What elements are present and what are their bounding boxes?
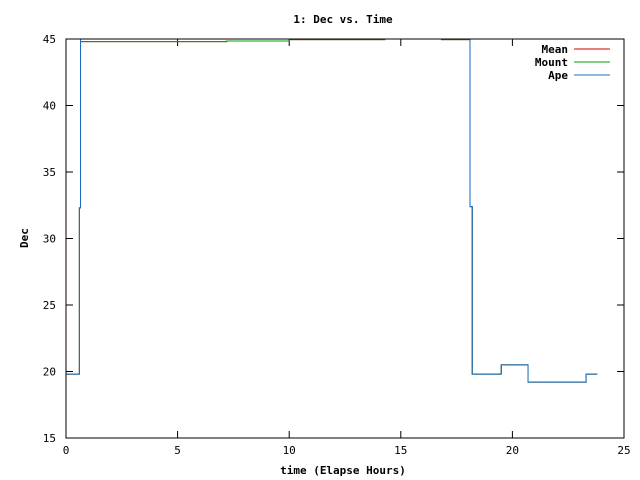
y-tick-label: 40 (43, 100, 56, 113)
series-line-mean (66, 39, 386, 375)
y-tick-label: 45 (43, 33, 56, 46)
series-mean (66, 39, 598, 383)
x-tick-label: 25 (617, 444, 630, 457)
y-tick-label: 15 (43, 432, 56, 445)
series-line-mean (440, 39, 598, 383)
axis-ticks: 0 5 10 15 20 25 15 20 25 30 35 40 45 (43, 33, 631, 457)
legend-label-ape: Ape (548, 69, 568, 82)
legend-label-mean: Mean (542, 43, 569, 56)
x-tick-label: 0 (63, 444, 70, 457)
y-tick-label: 30 (43, 233, 56, 246)
series-ape (66, 38, 598, 383)
y-tick-label: 35 (43, 166, 56, 179)
x-tick-label: 10 (283, 444, 296, 457)
x-axis-label: time (Elapse Hours) (280, 464, 406, 477)
x-tick-label: 5 (174, 444, 181, 457)
plot-frame (65, 38, 625, 439)
x-tick-label: 20 (506, 444, 519, 457)
series-line-mount (440, 39, 598, 383)
chart-title: 1: Dec vs. Time (293, 13, 393, 26)
y-tick-label: 20 (43, 366, 56, 379)
legend-label-mount: Mount (535, 56, 568, 69)
y-axis-label: Dec (18, 228, 31, 248)
series-line-mount (66, 39, 386, 375)
series-line-ape (66, 38, 598, 383)
series-mount (66, 39, 598, 383)
x-tick-label: 15 (394, 444, 407, 457)
plot-series (66, 38, 598, 383)
y-tick-label: 25 (43, 299, 56, 312)
